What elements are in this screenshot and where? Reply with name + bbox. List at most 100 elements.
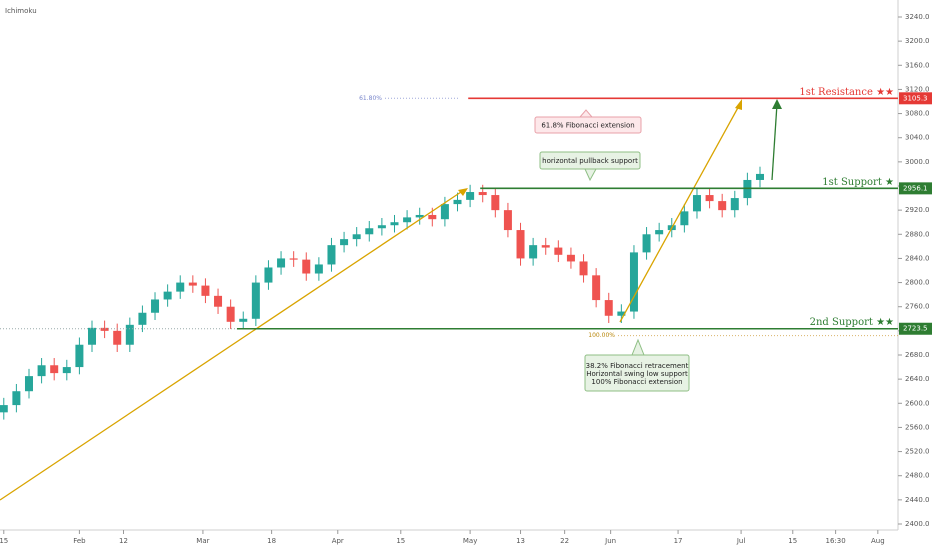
callout: 38.2% Fibonacci retracement Horizontal s…	[584, 338, 690, 392]
y-tick-label: 3000.0	[905, 158, 930, 166]
candle-body	[440, 204, 449, 220]
callout-text: 38.2% Fibonacci retracement	[586, 362, 689, 370]
x-tick-label: 15	[0, 537, 8, 545]
candle-body	[314, 264, 323, 274]
y-tick-label: 2800.0	[905, 279, 930, 287]
x-tick-label: Feb	[73, 537, 86, 545]
candle-body	[377, 225, 386, 229]
candle-body	[113, 330, 122, 345]
level-value: 3105.3	[903, 94, 928, 102]
y-tick-label: 3080.0	[905, 110, 930, 118]
level-name: 2nd Support ★★	[810, 317, 894, 328]
candle-body	[151, 299, 160, 313]
candle-body	[201, 285, 210, 296]
x-tick-label: 22	[560, 537, 569, 545]
y-tick-label: 2840.0	[905, 254, 930, 262]
candle-body	[214, 295, 223, 307]
candle-body	[718, 201, 727, 211]
level-value: 2956.1	[903, 184, 928, 192]
candle-body	[453, 199, 462, 205]
x-tick-label: 15	[788, 537, 797, 545]
y-tick-label: 2520.0	[905, 448, 930, 456]
candle-body	[125, 324, 134, 345]
callout: horizontal pullback support	[539, 151, 641, 182]
candle-body	[617, 311, 626, 316]
candle-body	[50, 365, 59, 374]
candle-body	[251, 282, 260, 319]
callout-text: 61.8% Fibonacci extension	[541, 122, 634, 130]
y-tick-label: 2880.0	[905, 230, 930, 238]
candle-body	[655, 230, 664, 235]
x-tick-label: Apr	[332, 537, 344, 545]
candle-body	[415, 214, 424, 218]
fib-label: 100.00%	[588, 332, 615, 339]
level-value: 2723.5	[903, 325, 928, 333]
candle-body	[579, 261, 588, 276]
arrow-head	[772, 99, 782, 109]
x-tick-label: 15	[396, 537, 405, 545]
y-tick-label: 3040.0	[905, 134, 930, 142]
candle-body	[730, 198, 739, 211]
candle-body	[503, 210, 512, 231]
trend-line	[0, 189, 465, 501]
y-tick-label: 3160.0	[905, 61, 930, 69]
candle-body	[226, 306, 235, 322]
candle-body	[629, 252, 638, 312]
candle-body	[390, 222, 399, 226]
fib-label: 61.80%	[359, 95, 382, 102]
y-tick-label: 2600.0	[905, 399, 930, 407]
y-tick-label: 2920.0	[905, 206, 930, 214]
candle-body	[37, 365, 46, 377]
candle-body	[592, 275, 601, 301]
x-tick-label: Jul	[736, 537, 746, 545]
x-tick-label: 16:30	[826, 537, 846, 545]
y-tick-label: 3240.0	[905, 13, 930, 21]
level-value-box	[899, 182, 932, 195]
candle-body	[466, 192, 475, 200]
candle-body	[642, 234, 651, 253]
candle-body	[692, 195, 701, 212]
candle-body	[176, 282, 185, 292]
candle-body	[0, 405, 8, 413]
candle-body	[302, 259, 311, 274]
candle-body	[100, 327, 109, 331]
candle-body	[12, 391, 21, 406]
candle-body	[75, 344, 84, 368]
projection-line	[771, 103, 778, 181]
candle-body	[138, 312, 147, 325]
x-tick-label: May	[463, 537, 477, 545]
y-tick-label: 3200.0	[905, 37, 930, 45]
x-tick-label: Jun	[604, 537, 616, 545]
trend-line	[619, 103, 741, 323]
candle-body	[554, 247, 563, 255]
candle-body	[289, 258, 298, 260]
indicator-label: Ichimoku	[5, 7, 37, 15]
x-tick-label: Aug	[871, 537, 885, 545]
y-tick-label: 2440.0	[905, 496, 930, 504]
candle-body	[352, 234, 361, 240]
callout: 61.8% Fibonacci extension	[534, 109, 642, 134]
y-tick-label: 2480.0	[905, 472, 930, 480]
candle-body	[403, 217, 412, 223]
candle-body	[188, 282, 197, 286]
candle-body	[277, 258, 286, 268]
arrow-head	[735, 99, 742, 110]
candle-body	[604, 300, 613, 316]
x-tick-label: 17	[674, 537, 683, 545]
y-tick-label: 2640.0	[905, 375, 930, 383]
candle-body	[340, 239, 349, 246]
candle-body	[491, 195, 500, 211]
candle-body	[566, 254, 575, 262]
candle-body	[529, 245, 538, 259]
level-name: 1st Resistance ★★	[799, 87, 894, 98]
x-tick-label: 13	[516, 537, 525, 545]
candle-body	[680, 211, 689, 226]
candle-body	[24, 376, 33, 392]
level-value-box	[899, 322, 932, 335]
candle-body	[428, 214, 437, 220]
candle-body	[705, 195, 714, 202]
callout-text: Horizontal swing low support	[586, 370, 688, 378]
y-tick-label: 2400.0	[905, 520, 930, 528]
